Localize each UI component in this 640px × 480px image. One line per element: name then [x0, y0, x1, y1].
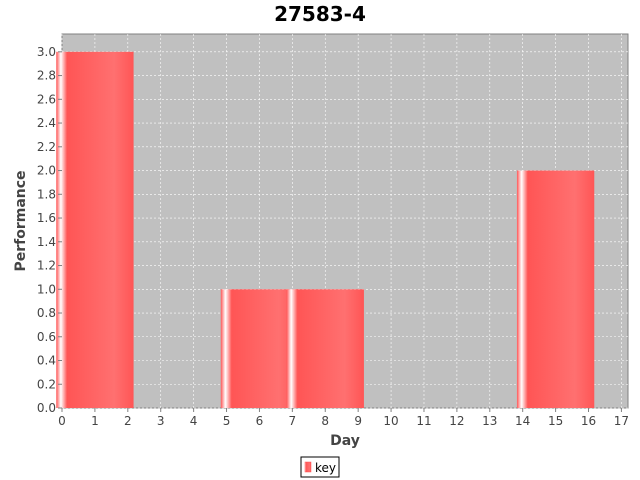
x-tick-label: 9	[354, 414, 362, 428]
x-tick-label: 1	[91, 414, 99, 428]
x-tick-label: 12	[449, 414, 464, 428]
y-tick-label: 0.0	[37, 401, 56, 415]
x-tick-label: 4	[190, 414, 198, 428]
y-tick-label: 1.6	[37, 211, 56, 225]
x-tick-label: 3	[157, 414, 165, 428]
y-tick-label: 2.0	[37, 164, 56, 178]
y-tick-label: 0.6	[37, 330, 56, 344]
x-tick-label: 2	[124, 414, 132, 428]
y-tick-label: 0.8	[37, 306, 56, 320]
y-tick-label: 0.2	[37, 377, 56, 391]
x-tick-label: 17	[614, 414, 629, 428]
y-axis-label: Performance	[13, 170, 29, 271]
legend-swatch	[304, 461, 312, 473]
chart-title: 27583-4	[274, 2, 366, 26]
y-tick-label: 1.0	[37, 282, 56, 296]
x-tick-label: 16	[581, 414, 596, 428]
x-tick-label: 14	[515, 414, 530, 428]
x-tick-label: 7	[289, 414, 297, 428]
y-tick-label: 1.4	[37, 235, 56, 249]
y-tick-label: 1.8	[37, 187, 56, 201]
x-axis-ticks: 0 1 2 3 4 5 6 7 8 9 10 11 12 13 14 15 16 17	[58, 408, 629, 428]
bar	[220, 289, 299, 408]
x-tick-label: 5	[223, 414, 231, 428]
x-tick-label: 10	[383, 414, 398, 428]
x-tick-label: 15	[548, 414, 563, 428]
bar	[516, 170, 595, 408]
y-tick-label: 1.2	[37, 259, 56, 273]
x-tick-label: 0	[58, 414, 66, 428]
y-tick-label: 2.4	[37, 116, 56, 130]
legend-label: key	[315, 461, 336, 475]
y-axis-ticks: 0.0 0.2 0.4 0.6 0.8 1.0 1.2 1.4 1.6 1.8 2.0 2.2 2.4 2…	[37, 45, 62, 415]
x-tick-label: 6	[256, 414, 264, 428]
y-tick-label: 3.0	[37, 45, 56, 59]
x-axis-label: Day	[330, 433, 360, 449]
x-tick-label: 8	[321, 414, 329, 428]
bar	[286, 289, 364, 408]
y-tick-label: 2.8	[37, 69, 56, 83]
y-tick-label: 2.2	[37, 140, 56, 154]
x-tick-label: 11	[416, 414, 431, 428]
legend: key	[300, 456, 340, 478]
x-tick-label: 13	[482, 414, 497, 428]
bar	[56, 51, 134, 409]
y-tick-label: 0.4	[37, 354, 56, 368]
y-tick-label: 2.6	[37, 92, 56, 106]
bars	[56, 51, 595, 409]
